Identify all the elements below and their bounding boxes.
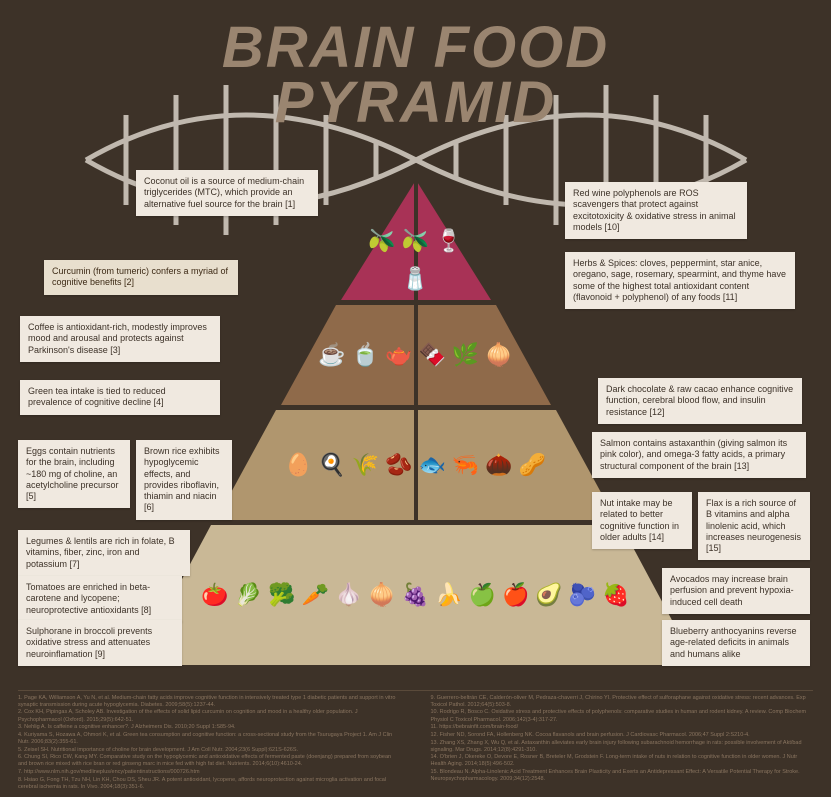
food-icon: 🫒 [368, 228, 395, 254]
food-icon: 🥬 [235, 582, 262, 608]
reference-item: 1. Page KA, Williamson A, Yu N, et al. M… [18, 695, 401, 709]
callout-curcumin: Curcumin (from tumeric) confers a myriad… [44, 260, 238, 295]
reference-item: 9. Guerrero-beltrán CE, Calderón-oliver … [431, 695, 814, 709]
callout-avocados: Avocados may increase brain perfusion an… [662, 568, 810, 614]
food-icon: 🥜 [519, 452, 546, 478]
reference-item: 15. Blondeau N. Alpha-Linolenic Acid Tre… [431, 769, 814, 783]
food-icon: 🫐 [569, 582, 596, 608]
food-icon: 🧄 [335, 582, 362, 608]
food-icon: ☕ [318, 342, 345, 368]
food-icon: 🫖 [385, 342, 412, 368]
callout-text: Flax is a rich source of B vitamins and … [706, 498, 802, 554]
callout-chocolate: Dark chocolate & raw cacao enhance cogni… [598, 378, 802, 424]
food-icon: 🦐 [452, 452, 479, 478]
callout-flax: Flax is a rich source of B vitamins and … [698, 492, 810, 560]
food-icon: 🧅 [485, 342, 512, 368]
callout-greentea: Green tea intake is tied to reduced prev… [20, 380, 220, 415]
reference-item: 12. Fisher ND, Sorond FA, Hollenberg NK.… [431, 732, 814, 739]
tier-1: 🫒🫒🍷🧂 [356, 220, 476, 300]
food-icon: 🍷 [435, 228, 462, 254]
callout-text: Sulphorane in broccoli prevents oxidativ… [26, 626, 174, 660]
callout-text: Eggs contain nutrients for the brain, in… [26, 446, 122, 502]
reference-item: 3. Nehlig A. Is caffeine a cognitive enh… [18, 724, 401, 731]
food-icon: 🌾 [352, 452, 379, 478]
callout-text: Herbs & Spices: cloves, peppermint, star… [573, 258, 787, 303]
callout-text: Legumes & lentils are rich in folate, B … [26, 536, 182, 570]
reference-item: 14. O'brien J, Okereke O, Devore E, Rosn… [431, 754, 814, 768]
callout-coffee: Coffee is antioxidant-rich, modestly imp… [20, 316, 220, 362]
callout-text: Blueberry anthocyanins reverse age-relat… [670, 626, 802, 660]
reference-item: 7. http://www.nlm.nih.gov/medlineplus/en… [18, 769, 401, 776]
callout-text: Coffee is antioxidant-rich, modestly imp… [28, 322, 212, 356]
callout-blueberry: Blueberry anthocyanins reverse age-relat… [662, 620, 810, 666]
food-icon: 🌰 [485, 452, 512, 478]
food-icon: 🥑 [535, 582, 562, 608]
callout-text: Avocados may increase brain perfusion an… [670, 574, 802, 608]
reference-item: 13. Zhang XS, Zhang X, Wu Q, et al. Asta… [431, 740, 814, 754]
callout-text: Curcumin (from tumeric) confers a myriad… [52, 266, 230, 289]
callout-text: Nut intake may be related to better cogn… [600, 498, 684, 543]
food-icon: 🥕 [302, 582, 329, 608]
tier-3: 🥚🍳 🌾🫘 🐟🦐🌰 🥜 [226, 415, 606, 515]
callout-tomatoes: Tomatoes are enriched in beta-carotene a… [18, 576, 182, 622]
food-icon: 🍵 [352, 342, 379, 368]
callout-text: Coconut oil is a source of medium-chain … [144, 176, 310, 210]
callout-eggs: Eggs contain nutrients for the brain, in… [18, 440, 130, 508]
callout-text: Dark chocolate & raw cacao enhance cogni… [606, 384, 794, 418]
callout-text: Red wine polyphenols are ROS scavengers … [573, 188, 739, 233]
reference-item: 11. https://bebrainfit.com/brain-food/ [431, 724, 814, 731]
callout-redwine: Red wine polyphenols are ROS scavengers … [565, 182, 747, 239]
food-icon: 🌿 [452, 342, 479, 368]
reference-item: 8. Hsiao G, Fong TH, Tzu NH, Lin KH, Cho… [18, 777, 401, 791]
food-icon: 🫘 [385, 452, 412, 478]
reference-item: 5. Zeisel SH. Nutritional importance of … [18, 747, 401, 754]
title-line-2: Pyramid [275, 70, 556, 135]
reference-item: 6. Chung SI, Rico CW, Kang MY. Comparati… [18, 754, 401, 768]
callout-legumes: Legumes & lentils are rich in folate, B … [18, 530, 190, 576]
callout-salmon: Salmon contains astaxanthin (giving salm… [592, 432, 806, 478]
food-icon: 🍓 [602, 582, 629, 608]
food-icon: 🥚 [285, 452, 312, 478]
food-icon: 🧅 [368, 582, 395, 608]
food-icon: 🍅 [201, 582, 228, 608]
reference-item: 10. Rodrigo R, Bosco C. Oxidative stress… [431, 709, 814, 723]
callout-herbs: Herbs & Spices: cloves, peppermint, star… [565, 252, 795, 309]
reference-item: 4. Kuriyama S, Hozawa A, Ohmori K, et al… [18, 732, 401, 746]
food-icon: 🐟 [419, 452, 446, 478]
callout-broccoli: Sulphorane in broccoli prevents oxidativ… [18, 620, 182, 666]
callout-text: Brown rice exhibits hypoglycemic effects… [144, 446, 224, 514]
food-icon: 🍇 [402, 582, 429, 608]
callout-text: Salmon contains astaxanthin (giving salm… [600, 438, 798, 472]
tier-4: 🍅 🥬🥦 🥕🧄🧅 🍇🍌 🍏🍎🥑 🫐🍓 [146, 535, 686, 655]
food-icon: 🍳 [318, 452, 345, 478]
food-icon: 🍫 [419, 342, 446, 368]
callout-nuts: Nut intake may be related to better cogn… [592, 492, 692, 549]
callout-coconut: Coconut oil is a source of medium-chain … [136, 170, 318, 216]
reference-item: 2. Cox KH, Pipingas A, Scholey AB. Inves… [18, 709, 401, 723]
callout-text: Green tea intake is tied to reduced prev… [28, 386, 212, 409]
food-icon: 🫒 [402, 228, 429, 254]
food-icon: 🧂 [402, 266, 429, 292]
food-icon: 🍎 [502, 582, 529, 608]
callout-brownrice: Brown rice exhibits hypoglycemic effects… [136, 440, 232, 520]
tier-2: ☕ 🍵🫖 🍫🌿🧅 [291, 310, 541, 400]
page-title: Brain Food Pyramid [0, 20, 831, 130]
food-icon: 🥦 [268, 582, 295, 608]
food-icon: 🍌 [435, 582, 462, 608]
references-block: 1. Page KA, Williamson A, Yu N, et al. M… [18, 690, 813, 791]
food-icon: 🍏 [469, 582, 496, 608]
callout-text: Tomatoes are enriched in beta-carotene a… [26, 582, 174, 616]
